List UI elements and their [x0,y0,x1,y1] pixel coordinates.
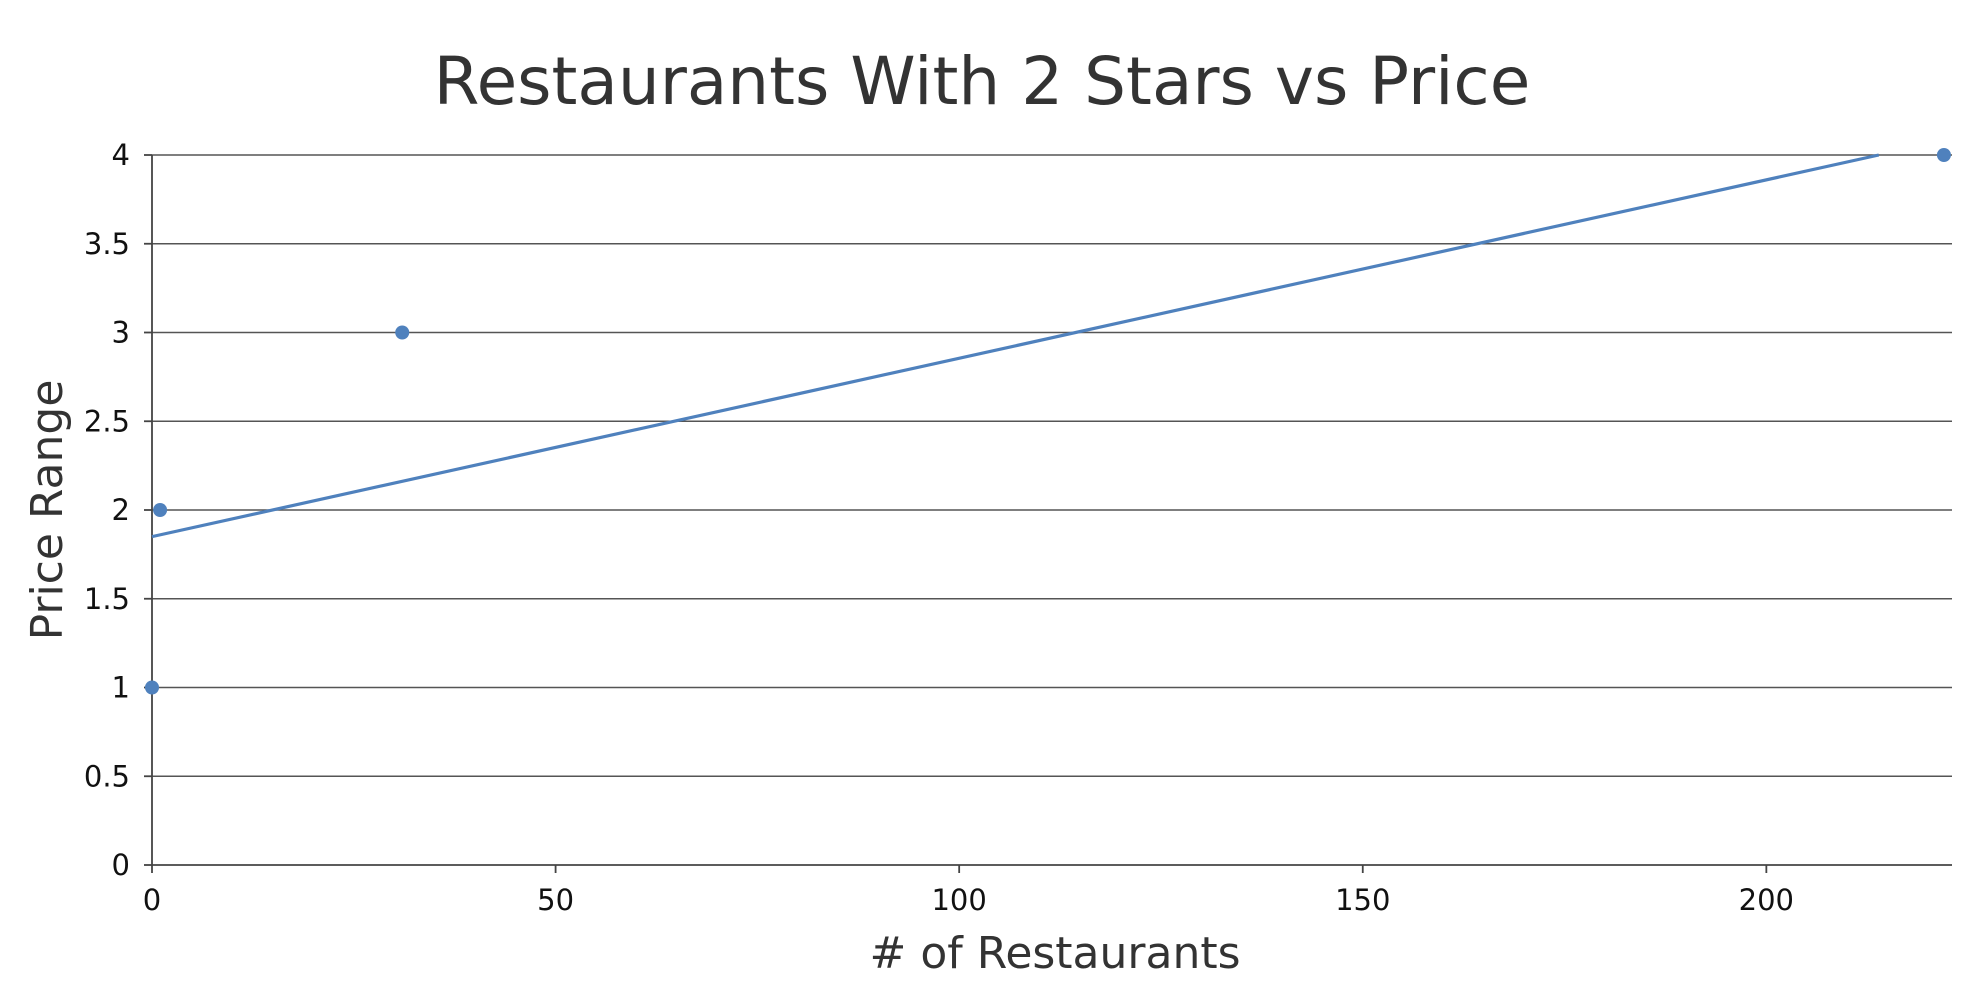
x-tick-label: 150 [1335,883,1390,917]
x-tick-label: 50 [537,883,574,917]
y-tick-label: 1 [112,671,130,705]
y-tick-label: 2.5 [84,404,130,438]
x-tick-label: 200 [1739,883,1794,917]
y-tick-label: 2 [112,493,130,527]
data-points [145,148,1951,695]
chart-title: Restaurants With 2 Stars vs Price [434,43,1531,120]
y-tick-label: 0.5 [84,759,130,793]
y-tick-label: 4 [112,138,130,172]
y-tick-label: 0 [112,848,130,882]
tick-labels: 0 0.5 1 1.5 2 2.5 3 3.5 4 0 50 100 150 200 [84,138,1794,917]
y-tick-label: 1.5 [84,582,130,616]
y-axis-title: Price Range [22,380,73,641]
x-tick-label: 100 [931,883,986,917]
data-point [395,325,410,340]
trendline [151,153,1880,539]
x-axis-title: # of Restaurants [869,928,1240,979]
data-point [1936,148,1951,162]
y-tick-label: 3.5 [84,227,130,261]
data-point [145,680,159,695]
data-point [153,503,168,517]
axes [144,154,1952,873]
trendline-layer [151,153,1880,539]
x-tick-label: 0 [143,883,161,917]
y-tick-label: 3 [112,316,130,350]
gridlines [152,154,1952,778]
